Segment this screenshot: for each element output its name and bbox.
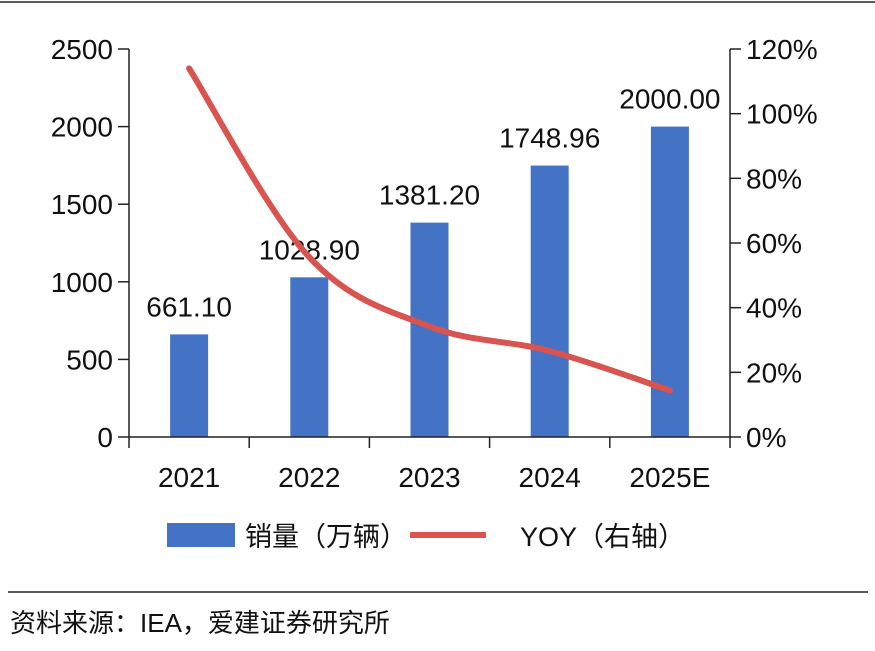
right-tick-label: 60% <box>746 228 802 259</box>
x-tick-label: 2022 <box>278 462 340 493</box>
legend-bar-label: 销量（万辆） <box>245 522 407 552</box>
x-tick-label: 2024 <box>519 462 581 493</box>
right-tick-label: 0% <box>746 422 786 453</box>
legend: 销量（万辆） YOY（右轴） <box>167 522 685 552</box>
bar-value-label: 1748.96 <box>499 123 600 154</box>
right-tick-label: 80% <box>746 163 802 194</box>
left-tick-label: 0 <box>97 422 113 453</box>
bar <box>530 165 569 437</box>
bar <box>170 334 209 437</box>
right-tick-label: 40% <box>746 293 802 324</box>
x-tick-label: 2023 <box>398 462 460 493</box>
left-tick-label: 1000 <box>51 267 113 298</box>
yoy-line <box>186 65 673 394</box>
bar-value-label: 1381.20 <box>379 180 480 211</box>
x-tick-label: 2025E <box>629 462 710 493</box>
left-tick-label: 2000 <box>51 112 113 143</box>
source-note: 资料来源：IEA，爱建证券研究所 <box>10 608 390 638</box>
bar <box>290 277 329 437</box>
bar-value-label: 661.10 <box>146 291 232 322</box>
right-tick-label: 100% <box>746 99 818 130</box>
bar-value-label: 2000.00 <box>619 84 720 115</box>
right-tick-label: 20% <box>746 357 802 388</box>
right-tick-label: 120% <box>746 34 818 65</box>
legend-line-label: YOY（右轴） <box>520 522 685 552</box>
left-tick-label: 2500 <box>51 34 113 65</box>
x-tick-label: 2021 <box>158 462 220 493</box>
legend-bar-swatch <box>167 523 235 547</box>
left-tick-label: 1500 <box>51 189 113 220</box>
left-tick-label: 500 <box>66 344 113 375</box>
